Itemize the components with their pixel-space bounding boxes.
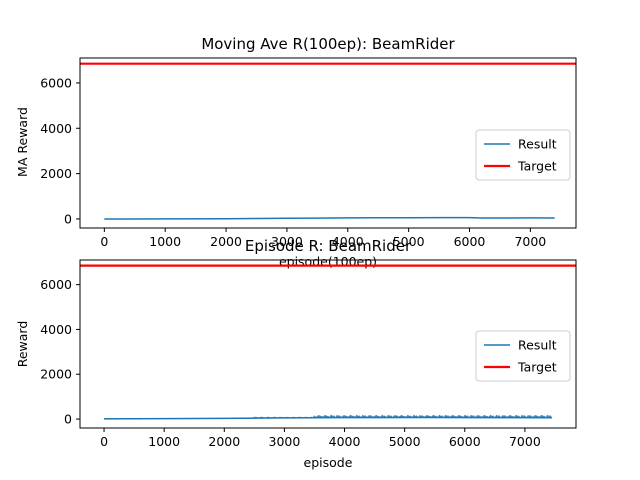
top-y-tick-label: 6000	[40, 75, 72, 90]
bottom-series-result-noise-band	[104, 414, 552, 419]
bottom-x-tick-label: 7000	[509, 434, 541, 449]
bottom-plot-area	[80, 264, 576, 420]
top-y-tick-label: 4000	[40, 121, 72, 136]
episode-reward-subplot: Reward 0 1000 2000 3000 4000 5000 6000 7000 0 200…	[15, 237, 577, 470]
top-axes-frame	[79, 57, 577, 229]
bottom-x-axis-label: episode	[304, 455, 353, 470]
top-legend-box	[475, 129, 571, 181]
top-plot-area	[80, 62, 576, 220]
top-axis-ticks: 0 1000 2000 3000 4000 5000 6000 7000 0 2000 4000 60…	[40, 75, 546, 249]
top-x-tick-label: 1000	[149, 234, 181, 249]
bottom-y-tick-label: 0	[64, 412, 72, 427]
top-legend-label-target: Target	[517, 159, 557, 174]
top-legend: Result Target	[475, 129, 571, 181]
bottom-x-tick-label: 0	[100, 434, 108, 449]
bottom-x-tick-label: 1000	[148, 434, 180, 449]
top-chart-title: Moving Ave R(100ep): BeamRider	[201, 35, 455, 53]
top-x-tick-label: 3000	[271, 234, 303, 249]
bottom-x-tick-label: 3000	[269, 434, 301, 449]
moving-average-subplot: Moving Ave R(100ep): BeamRider MA Reward…	[15, 35, 577, 269]
bottom-y-axis-label: Reward	[15, 321, 30, 368]
bottom-axis-ticks: 0 1000 2000 3000 4000 5000 6000 7000 0 2000 4000 60…	[40, 277, 541, 449]
bottom-x-tick-label: 5000	[389, 434, 421, 449]
top-y-tick-label: 0	[64, 211, 72, 226]
top-series-result-line	[104, 216, 555, 220]
top-x-tick-label: 7000	[514, 234, 546, 249]
top-x-tick-label: 0	[100, 234, 108, 249]
bottom-legend-label-result: Result	[518, 338, 557, 353]
top-x-tick-label: 4000	[332, 234, 364, 249]
bottom-x-tick-label: 6000	[449, 434, 481, 449]
bottom-legend-box	[475, 330, 571, 382]
top-x-tick-label: 5000	[393, 234, 425, 249]
bottom-x-tick-label: 2000	[208, 434, 240, 449]
bottom-x-tick-label: 4000	[329, 434, 361, 449]
bottom-axes-frame	[79, 259, 577, 429]
top-x-tick-label: 6000	[454, 234, 486, 249]
bottom-legend-label-target: Target	[517, 360, 557, 375]
top-x-axis-label: episode(100ep)	[279, 254, 377, 269]
top-x-tick-label: 2000	[210, 234, 242, 249]
bottom-y-tick-label: 6000	[40, 277, 72, 292]
top-y-tick-label: 2000	[40, 166, 72, 181]
top-legend-label-result: Result	[518, 137, 557, 152]
top-y-axis-label: MA Reward	[15, 107, 30, 177]
bottom-y-tick-label: 2000	[40, 367, 72, 382]
bottom-y-tick-label: 4000	[40, 322, 72, 337]
bottom-legend: Result Target	[475, 330, 571, 382]
bottom-chart-title: Episode R: BeamRider	[245, 237, 412, 255]
